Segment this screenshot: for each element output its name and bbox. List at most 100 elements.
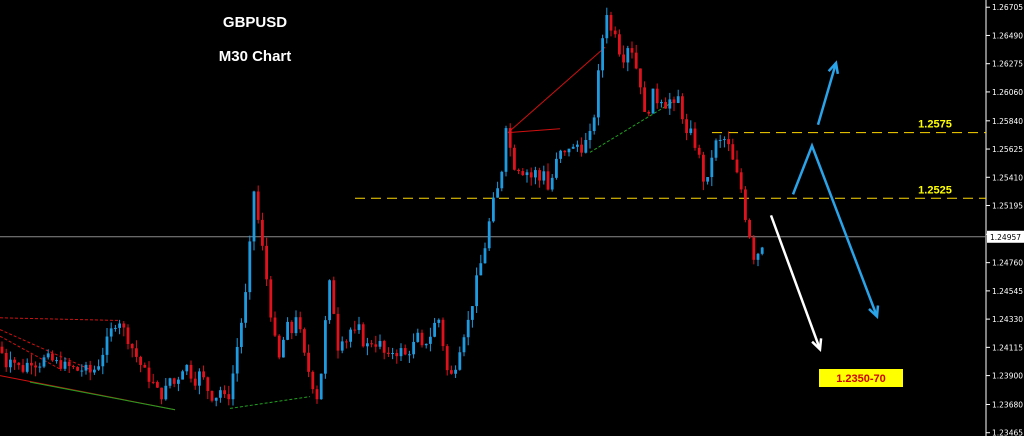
candle-body bbox=[349, 329, 352, 342]
candle-body bbox=[718, 139, 722, 141]
candle-body bbox=[353, 329, 357, 331]
candle-body bbox=[756, 253, 760, 260]
candle-body bbox=[555, 158, 558, 178]
candle-body bbox=[664, 101, 667, 109]
candle-body bbox=[609, 15, 613, 31]
candle-body bbox=[492, 197, 495, 222]
candle-body bbox=[223, 390, 226, 395]
y-tick-label: 1.25410 bbox=[992, 173, 1023, 182]
candle-body bbox=[227, 394, 231, 400]
candle-body bbox=[118, 323, 121, 328]
candle-body bbox=[601, 38, 604, 71]
candle-body bbox=[681, 96, 684, 120]
candle-body bbox=[307, 352, 310, 372]
candle-body bbox=[458, 352, 462, 370]
candle-body bbox=[252, 191, 256, 242]
candle-body bbox=[487, 221, 491, 249]
candle-body bbox=[59, 360, 63, 369]
candle-body bbox=[55, 360, 58, 362]
candle-body bbox=[735, 159, 739, 173]
y-tick-label: 1.25195 bbox=[992, 202, 1023, 211]
candle-body bbox=[689, 128, 693, 134]
candle-body bbox=[168, 378, 172, 386]
candle-body bbox=[198, 371, 201, 386]
projection-arrow-line bbox=[769, 214, 822, 350]
y-tick-label: 1.26275 bbox=[992, 60, 1023, 69]
candle-body bbox=[618, 34, 621, 55]
candle-body bbox=[261, 219, 264, 246]
pattern-line bbox=[589, 102, 673, 153]
candle-body bbox=[634, 52, 638, 69]
candle-body bbox=[504, 128, 508, 172]
y-tick-label: 1.24115 bbox=[992, 343, 1023, 352]
candle-body bbox=[210, 390, 214, 401]
candle-body bbox=[177, 379, 180, 384]
candle-body bbox=[399, 348, 403, 357]
y-tick-label: 1.24545 bbox=[992, 287, 1023, 296]
projection-arrow-line bbox=[816, 62, 838, 126]
y-tick-label: 1.23465 bbox=[992, 429, 1023, 436]
candle-body bbox=[17, 362, 21, 366]
candle-body bbox=[727, 139, 730, 145]
candle-body bbox=[105, 336, 109, 355]
pattern-lines bbox=[0, 46, 673, 411]
candle-body bbox=[597, 70, 600, 118]
candle-body bbox=[534, 170, 537, 178]
projection-arrow-head bbox=[811, 338, 823, 353]
y-tick-label: 1.23680 bbox=[992, 400, 1023, 409]
candle-body bbox=[576, 144, 579, 147]
candle-body bbox=[63, 361, 67, 369]
candle-body bbox=[672, 99, 676, 103]
candle-body bbox=[655, 88, 659, 104]
candle-body bbox=[80, 370, 84, 372]
target-box: 1.2350-70 bbox=[819, 369, 903, 387]
pattern-line bbox=[0, 329, 93, 371]
candle-body bbox=[660, 101, 663, 104]
horizontal-levels: 1.2575 1.2525 bbox=[355, 119, 986, 199]
candle-body bbox=[366, 343, 369, 347]
candle-body bbox=[462, 337, 466, 353]
candle-body bbox=[21, 365, 25, 372]
projection-arrows bbox=[769, 60, 880, 353]
candle-body bbox=[529, 172, 533, 178]
candle-body bbox=[395, 353, 399, 357]
target-label: 1.2350-70 bbox=[836, 373, 886, 385]
candle-body bbox=[471, 306, 474, 320]
pattern-line bbox=[229, 396, 311, 409]
candle-body bbox=[723, 139, 726, 141]
candle-body bbox=[315, 389, 319, 400]
candle-body bbox=[38, 366, 42, 368]
candle-body bbox=[626, 48, 630, 63]
candle-body bbox=[143, 364, 147, 368]
candle-body bbox=[340, 341, 344, 351]
candle-body bbox=[592, 117, 596, 132]
candle-body bbox=[668, 99, 672, 109]
candle-body bbox=[214, 397, 218, 401]
candle-body bbox=[126, 327, 130, 344]
candle-body bbox=[445, 346, 449, 371]
axis-labels: 1.26705 1.26490 1.26275 1.26060 1.25840 1.256… bbox=[987, 3, 1024, 436]
candle-body bbox=[13, 359, 16, 363]
candle-body bbox=[135, 348, 138, 357]
candle-body bbox=[550, 177, 554, 190]
candle-body bbox=[622, 54, 625, 63]
candle-body bbox=[282, 339, 285, 358]
chart-timeframe-title: M30 Chart bbox=[218, 48, 292, 65]
candle-body bbox=[441, 319, 445, 347]
candle-body bbox=[508, 128, 512, 148]
candle-body bbox=[416, 332, 420, 342]
candle-body bbox=[408, 354, 411, 356]
projection-arrow-line bbox=[791, 142, 879, 317]
candle-body bbox=[185, 364, 189, 372]
candlesticks bbox=[0, 7, 764, 407]
candle-body bbox=[454, 369, 457, 374]
candle-body bbox=[513, 147, 516, 170]
candle-body bbox=[181, 371, 184, 380]
candle-body bbox=[298, 317, 302, 330]
candle-body bbox=[9, 359, 12, 368]
candle-body bbox=[67, 361, 71, 367]
candle-body bbox=[34, 365, 37, 368]
y-tick-label: 1.24330 bbox=[992, 315, 1023, 324]
